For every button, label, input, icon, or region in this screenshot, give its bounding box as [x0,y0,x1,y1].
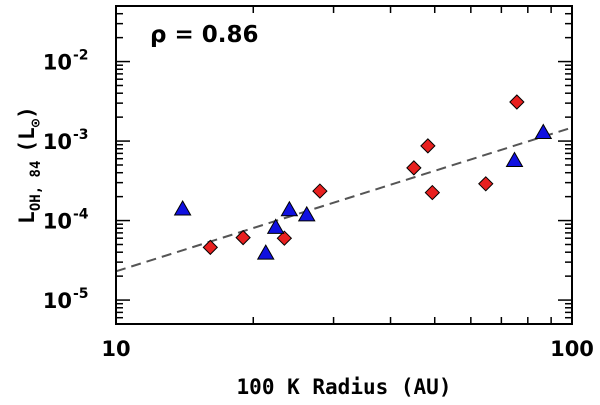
diamond-point [276,230,293,246]
y-axis-title-unit-symbol: ⊙ [28,118,44,127]
diamond-point [509,94,525,110]
triangle-point [505,151,524,167]
diamond-point [424,184,441,201]
diamond-point [420,138,436,154]
y-axis-title: LOH, 84 (L⊙) [15,106,44,224]
y-axis-title-unit-open: (L [15,127,39,152]
y-tick-exponent: -5 [73,286,89,302]
triangle-point [173,199,192,216]
y-tick-exponent: -2 [73,48,89,64]
diamond-point [235,229,251,246]
triangle-point [256,244,275,260]
y-tick-exponent: -4 [73,207,89,223]
y-tick-label: 10 [43,130,72,154]
triangle-point [280,200,299,217]
y-tick-label: 10 [43,289,72,313]
diamond-point [202,239,219,256]
data-points-layer [173,94,553,260]
diamond-point [478,176,494,192]
y-axis-title-main: L [15,211,39,224]
triangle-point [534,123,553,140]
y-axis-title-unit-close: ) [15,106,39,119]
y-axis-title-subscript: OH, 84 [28,161,44,212]
triangle-point [297,205,316,222]
x-tick-label: 10 [101,337,130,361]
triangle-point [266,218,285,234]
plot-frame [115,5,573,325]
x-tick-label: 100 [550,337,594,361]
diamond-point [406,160,422,176]
y-tick-label: 10 [43,210,72,234]
x-axis-title: 100 K Radius (AU) [237,375,452,399]
y-tick-label: 10 [43,51,72,75]
y-tick-exponent: -3 [73,127,89,143]
diamond-point [312,183,328,199]
correlation-annotation: ρ = 0.86 [150,22,259,48]
